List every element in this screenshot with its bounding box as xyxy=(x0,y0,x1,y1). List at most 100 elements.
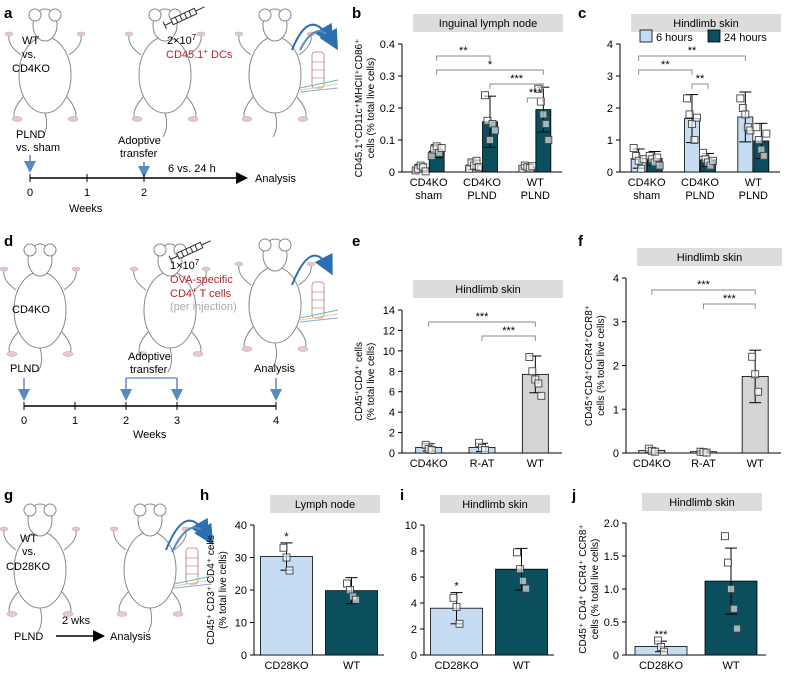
data-point xyxy=(660,647,668,656)
data-point xyxy=(486,136,494,144)
timeline-a-tick: 2 xyxy=(141,187,147,199)
data-point xyxy=(730,604,738,613)
y-tick-label: 2 xyxy=(613,361,619,373)
y-tick-label: 2 xyxy=(411,624,417,636)
data-point xyxy=(751,370,760,379)
timeline-a-interval: 6 vs. 24 h xyxy=(168,163,216,175)
significance-bracket xyxy=(651,289,756,295)
y-axis-label: CD45⁺CD4⁺CCR4⁺CCR8⁺cells (% total live c… xyxy=(584,305,607,426)
cells-a: CD45.1+ DCs xyxy=(166,47,233,62)
data-point xyxy=(759,152,768,160)
y-tick-label: 4 xyxy=(411,598,417,610)
chart-f: f Hindlimb skin 0 1 2 3 4 CD45⁺CD4⁺CCR4⁺CCR8⁺ce… xyxy=(578,233,782,470)
chart-title-box xyxy=(631,14,781,32)
y-axis-label-line: (% total live cells) xyxy=(218,551,229,629)
data-point xyxy=(352,595,360,604)
timeline-g-analysis: Analysis xyxy=(110,631,151,643)
data-point xyxy=(282,553,291,562)
significance-bracket xyxy=(481,335,536,341)
y-tick-label: 0 xyxy=(411,650,417,662)
panel-letter-f: f xyxy=(578,233,584,250)
data-point xyxy=(683,94,691,103)
y-tick-label: 40 xyxy=(235,520,247,532)
data-point xyxy=(522,584,530,593)
data-point xyxy=(541,120,550,128)
y-tick-label: 1 xyxy=(607,135,613,147)
y-tick-label: 10 xyxy=(235,618,247,630)
significance-label: *** xyxy=(510,73,524,85)
panel-letter-c: c xyxy=(578,5,586,22)
y-axis-label: CD45.1⁺CD11c⁺MHCII⁺CD86⁺cells (% total l… xyxy=(354,39,377,178)
timeline-a-tick: 1 xyxy=(84,187,90,199)
data-point xyxy=(449,593,458,602)
panel-letter-h: h xyxy=(200,487,209,504)
significance-bracket xyxy=(526,97,544,103)
mouse-label-d: CD4KO xyxy=(12,304,50,316)
significance-mark: * xyxy=(284,531,289,543)
chart-i: i Hindlimb skin 0 2 4 6 8 10 * CD28KO WT xyxy=(400,487,554,672)
y-tick-label: 4 xyxy=(613,273,619,285)
data-point xyxy=(702,448,711,457)
data-point xyxy=(513,548,521,557)
timeline-d-tick: 4 xyxy=(273,415,279,427)
significance-bracket xyxy=(691,83,709,89)
data-point xyxy=(475,163,483,172)
significance-label: *** xyxy=(476,311,490,323)
data-point xyxy=(709,156,717,165)
bar xyxy=(741,376,769,454)
x-tick-label: WT xyxy=(745,177,762,189)
timeline-a-adoptive: Adoptive xyxy=(118,135,161,147)
dose-d: 1×107 xyxy=(170,258,200,273)
significance-label: *** xyxy=(529,87,543,99)
timeline-d-tick: 1 xyxy=(72,415,78,427)
legend-label: 24 hours xyxy=(724,32,767,44)
mouse-label-vs: vs. xyxy=(22,49,36,61)
mouse-label-g-cd28ko: CD28KO xyxy=(6,561,50,573)
data-point xyxy=(491,126,499,135)
y-tick-label: 0 xyxy=(389,448,395,460)
data-point xyxy=(738,104,747,112)
data-point xyxy=(724,558,732,567)
y-tick-label: 8 xyxy=(411,546,417,558)
x-tick-label: PLND xyxy=(467,190,496,202)
y-axis-label-line: cells (% total live cells) xyxy=(366,58,377,159)
data-point xyxy=(343,579,351,588)
panel-letter-j: j xyxy=(571,487,576,504)
y-tick-label: 3 xyxy=(607,71,613,83)
legend-label: 6 hours xyxy=(656,32,693,44)
significance-bracket xyxy=(489,83,544,89)
x-tick-label: WT xyxy=(527,458,544,470)
data-point xyxy=(285,566,294,575)
timeline-d-weeks: Weeks xyxy=(133,429,167,441)
data-point xyxy=(752,123,761,132)
panel-letter-i: i xyxy=(400,487,404,504)
chart-title-box xyxy=(440,495,550,513)
data-point xyxy=(481,445,489,454)
data-point xyxy=(481,91,489,100)
y-axis-label-line: CD45.1⁺CD11c⁺MHCII⁺CD86⁺ xyxy=(354,39,365,178)
y-tick-label: 0.2 xyxy=(380,103,395,115)
chart-h: h Lymph node 0 10 20 30 40 CD45⁺ CD3⁺ CD4⁺ cell… xyxy=(200,487,384,672)
chart-title: Hindlimb skin xyxy=(455,284,520,296)
data-point xyxy=(727,585,735,593)
x-tick-label: CD4KO xyxy=(463,177,501,189)
data-point xyxy=(488,120,497,128)
significance-bracket xyxy=(436,69,544,75)
data-point xyxy=(762,129,771,138)
data-point xyxy=(455,619,464,628)
y-tick-label: 0.1 xyxy=(380,135,395,147)
significance-label: *** xyxy=(697,279,711,291)
panel-letter-g: g xyxy=(4,487,13,504)
data-point xyxy=(534,379,543,388)
data-point xyxy=(534,84,543,93)
data-point xyxy=(279,543,288,552)
y-tick-label: 2 xyxy=(389,428,395,440)
mouse-label-g-wt: WT xyxy=(20,533,37,545)
data-point xyxy=(736,94,745,103)
timeline-a-weeks: Weeks xyxy=(69,203,103,215)
data-point xyxy=(655,161,664,170)
x-tick-label: CD4KO xyxy=(628,177,666,189)
x-tick-label: R-AT xyxy=(470,458,495,470)
